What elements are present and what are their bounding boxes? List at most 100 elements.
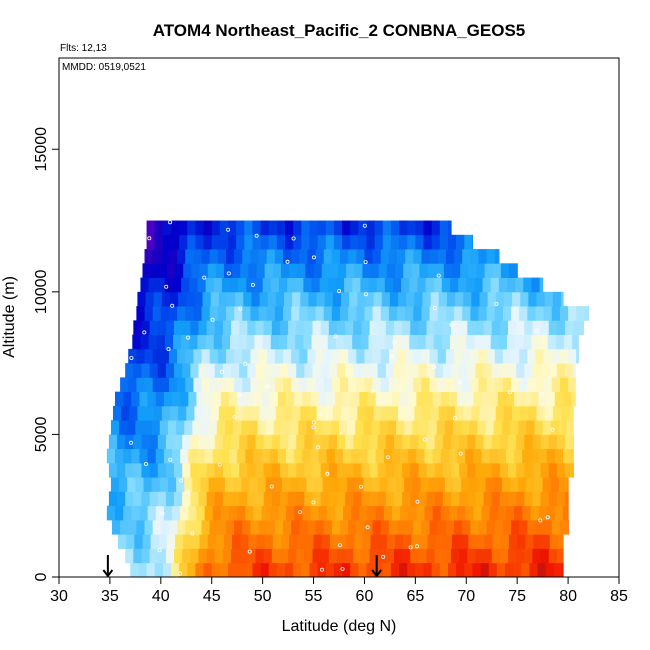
- sample-point: [142, 330, 147, 335]
- heatmap-cell: [488, 562, 498, 578]
- heatmap-cell: [302, 448, 312, 464]
- heatmap-cell: [144, 519, 154, 535]
- heatmap-cell: [200, 420, 210, 435]
- heatmap-cell: [459, 491, 468, 507]
- heatmap-cell: [178, 405, 187, 421]
- heatmap-cell: [327, 334, 337, 350]
- heatmap-cell: [455, 291, 464, 307]
- heatmap-cell: [385, 320, 395, 336]
- heatmap-cell: [339, 420, 348, 435]
- heatmap-cell: [511, 348, 520, 364]
- heatmap-cell: [214, 434, 224, 450]
- heatmap-cell: [270, 334, 280, 350]
- heatmap-cell: [174, 434, 183, 450]
- heatmap-cell: [501, 420, 511, 435]
- heatmap-cell: [167, 477, 177, 492]
- heatmap-cell: [331, 348, 341, 364]
- heatmap-cell: [152, 377, 162, 393]
- heatmap-cell: [499, 491, 509, 507]
- heatmap-cell: [281, 420, 291, 435]
- heatmap-cell: [135, 477, 145, 492]
- heatmap-cell: [448, 448, 458, 464]
- heatmap-cell: [304, 363, 314, 378]
- heatmap-cell: [508, 363, 517, 378]
- heatmap-cell: [391, 448, 401, 464]
- heatmap-cell: [476, 534, 486, 549]
- x-tick-label: 75: [508, 588, 526, 605]
- heatmap-cell: [260, 234, 270, 250]
- heatmap-cell: [144, 249, 154, 264]
- heatmap-cell: [449, 277, 459, 293]
- heatmap-cell: [206, 363, 216, 378]
- heatmap-cell: [356, 519, 366, 535]
- heatmap-cell: [526, 420, 536, 435]
- heatmap-cell: [397, 249, 406, 264]
- heatmap-cell: [194, 291, 204, 307]
- heatmap-cell: [381, 291, 391, 307]
- heatmap-cell: [279, 548, 289, 564]
- heatmap-cell: [573, 320, 582, 336]
- heatmap-cell: [286, 505, 295, 521]
- heatmap-cell: [431, 220, 441, 236]
- heatmap-cell: [434, 491, 444, 507]
- heatmap-cell: [181, 334, 190, 350]
- heatmap-cell: [291, 348, 300, 364]
- heatmap-cell: [359, 448, 369, 464]
- heatmap-cell: [356, 306, 366, 321]
- heatmap-cell: [532, 320, 542, 336]
- heatmap-cell: [190, 320, 200, 336]
- heatmap-cell: [378, 534, 388, 549]
- heatmap-cell: [465, 448, 474, 464]
- y-axis: 0 5000 10000 15000: [33, 127, 59, 581]
- heatmap-cell: [364, 377, 374, 393]
- heatmap-cell: [528, 291, 538, 307]
- heatmap-cell: [436, 420, 446, 435]
- heatmap-cell: [496, 562, 506, 578]
- heatmap-cell: [507, 334, 516, 350]
- heatmap-cell: [357, 405, 367, 421]
- heatmap-cell: [426, 320, 436, 336]
- heatmap-layers: [106, 220, 590, 578]
- heatmap-cell: [416, 448, 426, 464]
- heatmap-cell: [454, 519, 463, 535]
- heatmap-cell: [147, 448, 157, 464]
- heatmap-cell: [320, 462, 330, 478]
- heatmap-cell: [146, 234, 156, 250]
- heatmap-cell: [356, 348, 366, 364]
- heatmap-cell: [181, 277, 190, 293]
- sample-point: [414, 544, 419, 549]
- heatmap-cell: [372, 306, 382, 321]
- heatmap-cell: [382, 220, 392, 236]
- heatmap-cell: [283, 377, 292, 393]
- heatmap-cell: [290, 477, 299, 492]
- heatmap-cell: [454, 249, 463, 264]
- sample-point: [179, 478, 184, 483]
- heatmap-cell: [206, 491, 216, 507]
- heatmap-cell: [252, 234, 262, 250]
- heatmap-cell: [323, 306, 333, 321]
- heatmap-cell: [154, 562, 164, 578]
- heatmap-cell: [397, 348, 406, 364]
- heatmap-cell: [320, 363, 330, 378]
- heatmap-cell: [333, 220, 343, 236]
- heatmap-cell: [362, 263, 372, 278]
- heatmap-cell: [333, 234, 343, 250]
- heatmap-cell: [411, 534, 421, 549]
- heatmap-cell: [334, 391, 344, 407]
- heatmap-cell: [217, 377, 227, 393]
- heatmap-cell: [198, 363, 208, 378]
- heatmap-cell: [521, 562, 530, 578]
- heatmap-cell: [413, 348, 423, 364]
- heatmap-cell: [349, 405, 358, 421]
- heatmap-cell: [385, 462, 395, 478]
- heatmap-cell: [411, 263, 421, 278]
- heatmap-cell: [473, 505, 483, 521]
- heatmap-cell: [474, 277, 484, 293]
- sample-point: [363, 292, 368, 297]
- heatmap-cell: [358, 234, 368, 250]
- heatmap-cell: [331, 306, 341, 321]
- heatmap-cell: [348, 249, 357, 264]
- heatmap-cell: [548, 363, 558, 378]
- heatmap-cell: [291, 249, 300, 264]
- heatmap-cell: [239, 462, 248, 478]
